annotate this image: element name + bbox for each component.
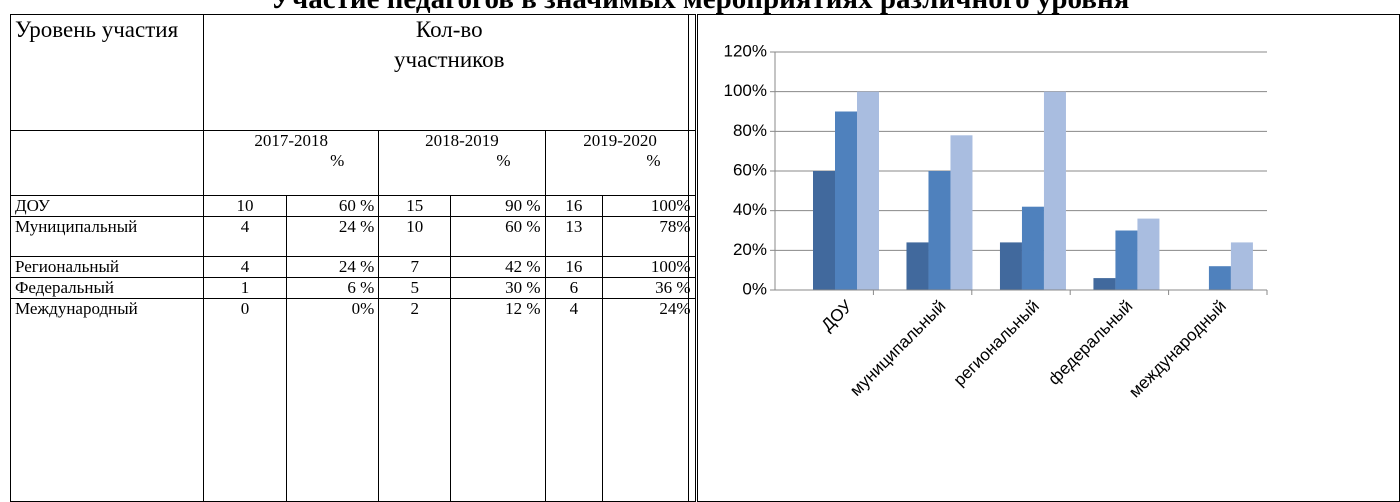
table-row: ДОУ 10 60 % 15 90 % 16 100% [10,195,696,217]
cell: Муниципальный [10,216,204,257]
cell: 24% [602,298,696,502]
bar [1115,230,1138,290]
y-tick-label: 60% [733,160,767,179]
cell: 4 [202,216,288,257]
y-tick-label: 0% [742,279,767,298]
y-tick-label: 100% [724,81,767,100]
year-cell: 2018-2019% [378,130,546,196]
bar [928,171,951,290]
y-tick-label: 40% [733,200,767,219]
bar [1208,266,1231,290]
x-tick-label: муниципальный [846,297,949,400]
bar [1021,206,1044,290]
header-row: Уровень участия Кол-во участников [10,14,696,131]
cell: 4 [544,298,604,502]
bar [1043,91,1066,291]
table-row: Международный 0 0% 2 12 % 4 24% [10,298,696,502]
table-row: Муниципальный 4 24 % 10 60 % 13 78% [10,216,696,257]
cell: 16 [544,195,604,217]
year-cell: 2019-2020% [544,130,696,196]
y-tick-label: 120% [724,41,767,60]
year-unit: % [646,151,661,170]
year-unit: % [496,151,511,170]
cell: 24 % [286,256,380,278]
y-tick-label: 80% [733,121,767,140]
table: Уровень участия Кол-во участников 2017-2… [10,14,696,502]
cell: 0% [286,298,380,502]
x-tick-label: федеральный [1044,297,1136,389]
cell: 16 [544,256,604,278]
bar [950,135,973,290]
cell: 30 % [450,277,546,299]
year-unit: % [330,151,345,170]
header-cell: Уровень участия [10,14,204,131]
x-tick-label: ДОУ [818,296,856,334]
cell: 36 % [602,277,696,299]
cell: Региональный [10,256,204,278]
cell: 42 % [450,256,546,278]
cell: 0 [202,298,288,502]
year-label: 2018-2019 [425,131,499,150]
bar [835,111,857,290]
cell: 10 [378,216,452,257]
bar [999,242,1022,290]
cell: 6 % [286,277,380,299]
x-tick-label: региональный [950,297,1043,390]
cell: 78% [602,216,696,257]
cell: Международный [10,298,204,502]
bar [906,242,929,290]
bar [1137,218,1160,290]
cell: 12 % [450,298,546,502]
y-tick-label: 20% [733,240,767,259]
divider [688,14,691,502]
table-row: Федеральный 1 6 % 5 30 % 6 36 % [10,277,696,299]
cell: Федеральный [10,277,204,299]
page-title: Участие педагогов в значимых мероприятия… [0,0,1400,16]
cell: 100% [602,195,696,217]
year-label: 2017-2018 [254,131,328,150]
cell: 24 % [286,216,380,257]
bar [857,91,879,291]
bar [1230,242,1253,290]
header-cell: Кол-во участников [203,14,696,131]
cell: 60 % [286,195,380,217]
table-row: Региональный 4 24 % 7 42 % 16 100% [10,256,696,278]
bar [813,171,835,290]
bar [1093,278,1116,290]
table-body: Уровень участия Кол-во участников 2017-2… [10,14,696,502]
year-row: 2017-2018% 2018-2019% 2019-2020% [10,130,696,196]
year-label: 2019-2020 [583,131,657,150]
x-tick-label: международный [1125,297,1230,402]
